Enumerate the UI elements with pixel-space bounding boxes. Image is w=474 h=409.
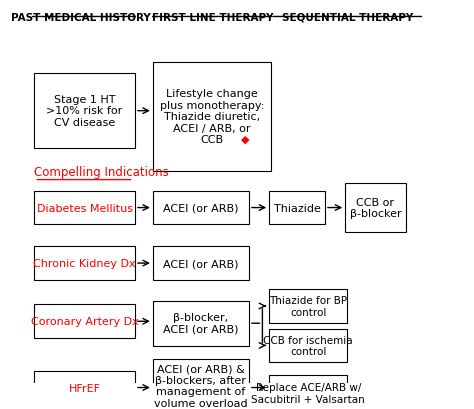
Text: Lifestyle change
plus monotherapy:
Thiazide diuretic,
ACEI / ARB, or
CCB: Lifestyle change plus monotherapy: Thiaz… xyxy=(160,89,264,145)
FancyBboxPatch shape xyxy=(34,74,135,148)
Text: β-blocker,
ACEI (or ARB): β-blocker, ACEI (or ARB) xyxy=(163,312,238,334)
Text: SEQUENTIAL THERAPY: SEQUENTIAL THERAPY xyxy=(282,13,413,23)
Text: ACEI (or ARB): ACEI (or ARB) xyxy=(163,203,238,213)
FancyBboxPatch shape xyxy=(34,247,135,280)
Text: CCB or
β-blocker: CCB or β-blocker xyxy=(349,197,401,219)
FancyBboxPatch shape xyxy=(153,360,249,409)
FancyBboxPatch shape xyxy=(269,191,325,225)
FancyBboxPatch shape xyxy=(153,63,271,171)
FancyBboxPatch shape xyxy=(153,191,249,225)
Text: Stage 1 HT
>10% risk for
CV disease: Stage 1 HT >10% risk for CV disease xyxy=(46,94,123,128)
Text: Chronic Kidney Dx: Chronic Kidney Dx xyxy=(33,258,136,268)
FancyBboxPatch shape xyxy=(153,247,249,280)
Text: Coronary Artery Dx: Coronary Artery Dx xyxy=(31,317,138,326)
Text: Thiazide for BP
control: Thiazide for BP control xyxy=(269,295,347,317)
Text: HFrEF: HFrEF xyxy=(69,382,100,393)
Text: ACEI (or ARB): ACEI (or ARB) xyxy=(163,258,238,268)
FancyBboxPatch shape xyxy=(269,329,347,362)
Text: Replace ACE/ARB w/
Sacubitril + Valsartan: Replace ACE/ARB w/ Sacubitril + Valsarta… xyxy=(251,382,365,404)
FancyBboxPatch shape xyxy=(34,305,135,338)
FancyBboxPatch shape xyxy=(269,290,347,323)
Text: ACEI (or ARB) &
β-blockers, after
management of
volume overload: ACEI (or ARB) & β-blockers, after manage… xyxy=(154,363,248,408)
FancyBboxPatch shape xyxy=(345,184,406,232)
Text: Diabetes Mellitus: Diabetes Mellitus xyxy=(36,203,133,213)
Text: Compelling Indications: Compelling Indications xyxy=(34,166,169,179)
Text: ◆: ◆ xyxy=(241,134,250,144)
FancyBboxPatch shape xyxy=(34,371,135,405)
Text: FIRST LINE THERAPY: FIRST LINE THERAPY xyxy=(152,13,273,23)
Text: PAST MEDICAL HISTORY: PAST MEDICAL HISTORY xyxy=(11,13,151,23)
FancyBboxPatch shape xyxy=(269,375,347,409)
Text: CCB for ischemia
control: CCB for ischemia control xyxy=(264,335,353,356)
Text: Thiazide: Thiazide xyxy=(273,203,320,213)
FancyBboxPatch shape xyxy=(153,301,249,346)
FancyBboxPatch shape xyxy=(34,191,135,225)
